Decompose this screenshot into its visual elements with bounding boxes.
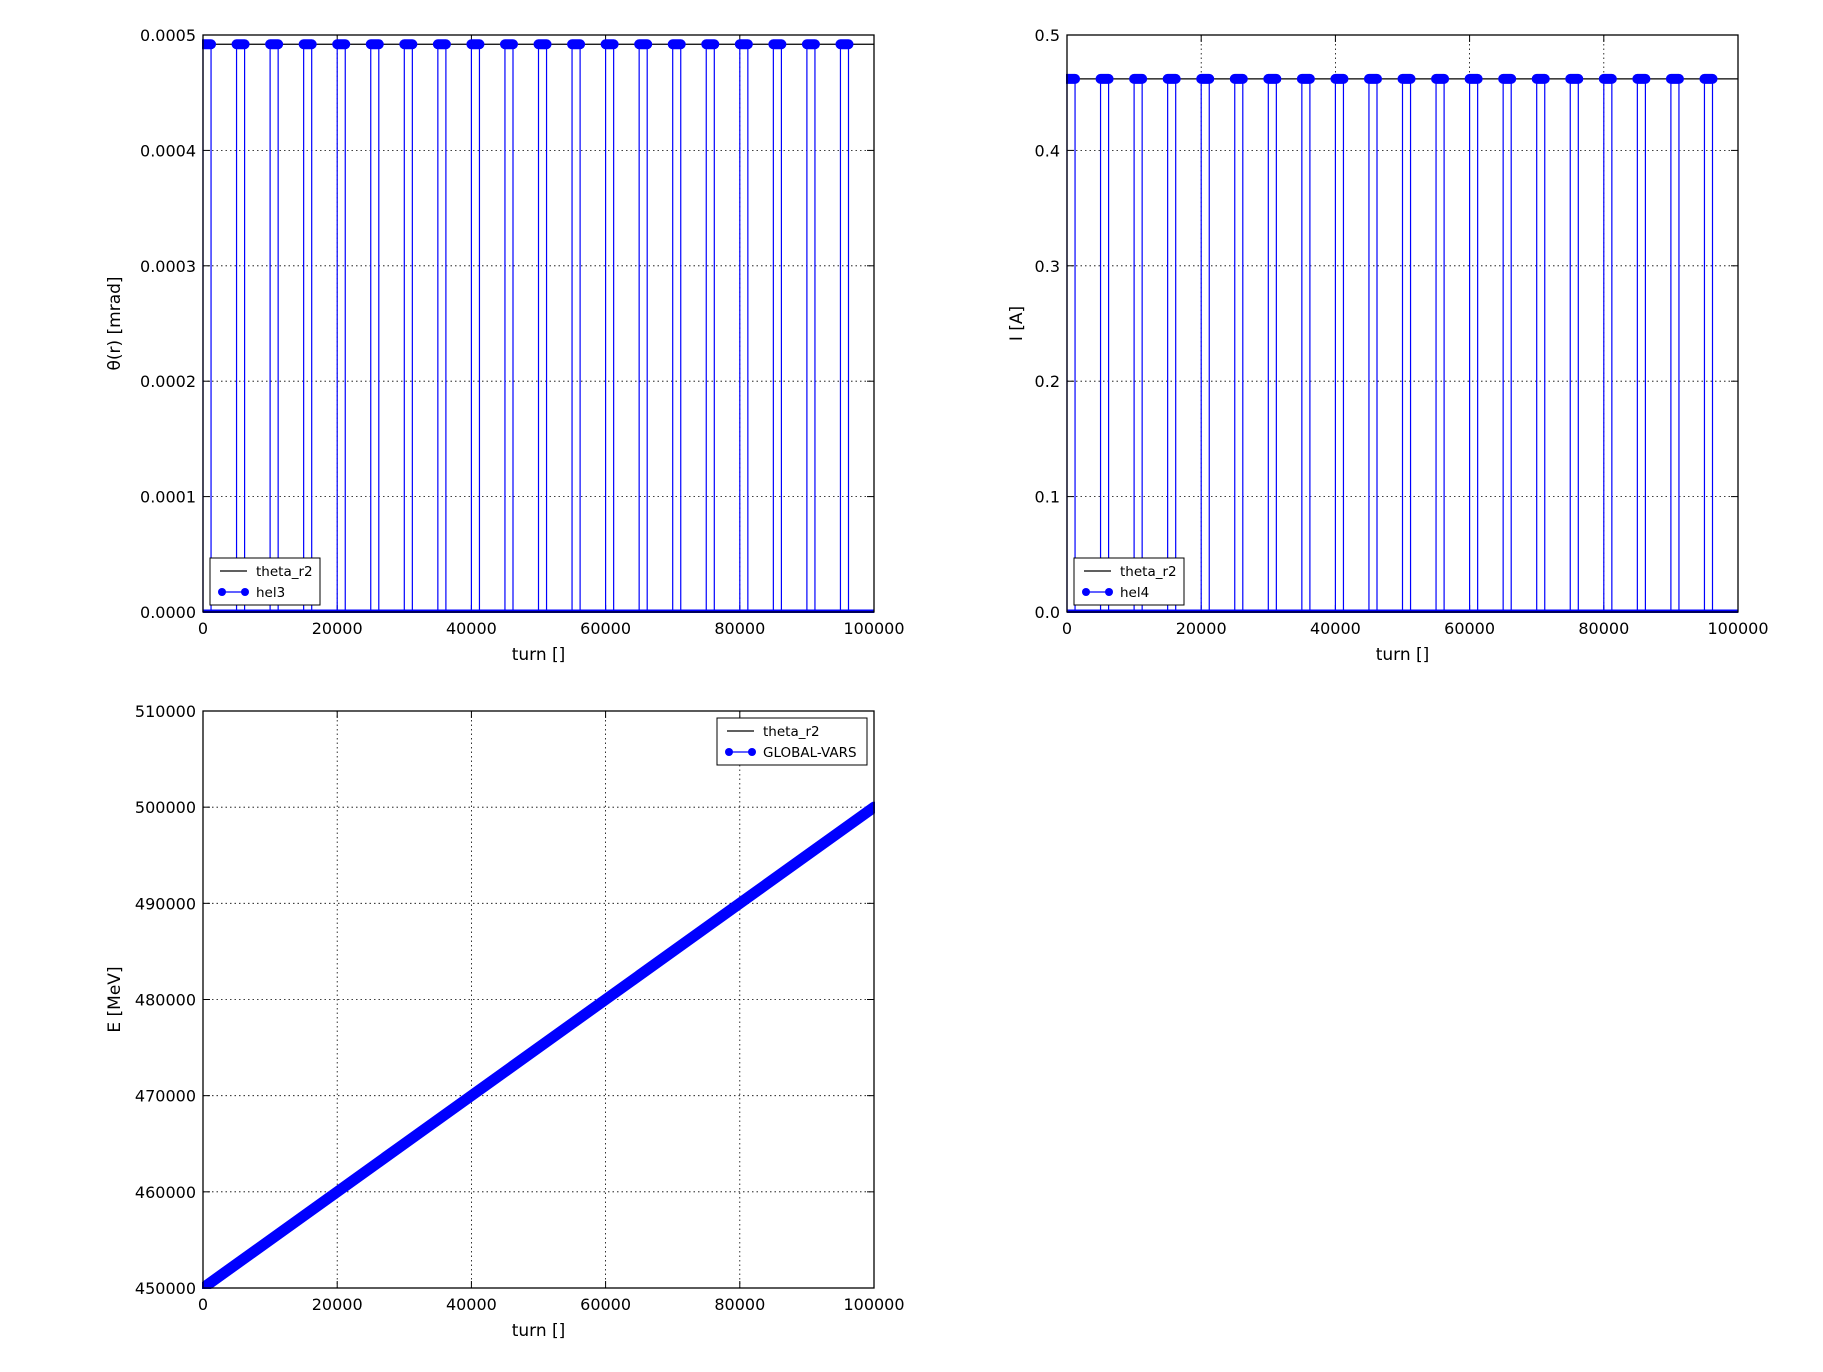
x-tick-label: 20000 [312, 619, 363, 638]
y-axis-label: I [A] [1007, 306, 1027, 341]
chart-3: 0 20000 40000 60000 80000 100000 450000 460000 4… [105, 702, 905, 1341]
x-tick-label: 20000 [312, 1295, 363, 1314]
y-tick-label: 0.0000 [140, 603, 196, 622]
y-tick-label: 500000 [135, 798, 196, 817]
y-tick-label: 0.2 [1035, 372, 1060, 391]
y-tick-label: 0.5 [1035, 26, 1060, 45]
legend-entry: theta_r2 [256, 564, 313, 580]
legend-entry: hel3 [256, 585, 285, 601]
plot-area [202, 801, 875, 1289]
y-axis-label: E [MeV] [105, 966, 125, 1032]
x-tick-label: 60000 [580, 619, 631, 638]
y-tick-label: 0.0002 [140, 372, 196, 391]
y-tick-label: 460000 [135, 1183, 196, 1202]
x-tick-label: 0 [198, 619, 208, 638]
legend-entry: theta_r2 [763, 724, 820, 740]
y-tick-label: 0.0001 [140, 488, 196, 507]
legend-entry: theta_r2 [1120, 564, 1177, 580]
axes-frame [202, 710, 875, 1289]
legend-box [1073, 557, 1185, 606]
y-tick-label: 0.4 [1035, 141, 1060, 160]
y-axis-label: θ(r) [mrad] [105, 276, 125, 370]
x-tick-label: 20000 [1176, 619, 1227, 638]
x-tick-label: 40000 [1310, 619, 1361, 638]
x-axis-label: turn [] [1376, 645, 1430, 665]
y-tick-label: 470000 [135, 1087, 196, 1106]
legend-entry: GLOBAL-VARS [763, 745, 857, 761]
y-tick-label: 0.0003 [140, 257, 196, 276]
x-tick-label: 40000 [446, 1295, 497, 1314]
y-tick-label: 0.0004 [140, 141, 196, 160]
x-tick-label: 100000 [843, 1295, 904, 1314]
y-tick-label: 0.0 [1035, 603, 1060, 622]
legend: theta_r2 hel4 [1073, 557, 1185, 606]
chart-2: 0 20000 40000 60000 80000 100000 0.0 0.1 0.2 0.3 0… [1007, 26, 1769, 665]
series-marker-band-1 [202, 801, 875, 1289]
x-axis-label: turn [] [512, 1321, 566, 1341]
y-tick-label: 0.0005 [140, 26, 196, 45]
x-tick-label: 0 [198, 1295, 208, 1314]
y-tick-label: 0.1 [1035, 488, 1060, 507]
axes-frame [202, 34, 875, 613]
y-tick-label: 490000 [135, 894, 196, 913]
legend: theta_r2 GLOBAL-VARS [716, 717, 868, 766]
legend-swatch-marker [725, 748, 733, 756]
y-tick-label: 450000 [135, 1279, 196, 1298]
x-tick-label: 60000 [580, 1295, 631, 1314]
x-tick-label: 100000 [843, 619, 904, 638]
x-tick-label: 0 [1062, 619, 1072, 638]
x-tick-label: 80000 [714, 1295, 765, 1314]
legend-box [716, 717, 868, 766]
plot-area [202, 39, 874, 613]
legend-swatch-marker [1082, 588, 1090, 596]
plot-area [1066, 73, 1738, 613]
series-line-1 [202, 43, 874, 613]
legend-swatch-marker [218, 588, 226, 596]
axes-frame [1066, 34, 1739, 613]
x-tick-label: 60000 [1444, 619, 1495, 638]
x-tick-label: 80000 [714, 619, 765, 638]
y-tick-label: 0.3 [1035, 257, 1060, 276]
y-tick-label: 510000 [135, 702, 196, 721]
legend-swatch-marker [1105, 588, 1113, 596]
legend-swatch-marker [748, 748, 756, 756]
legend-box [209, 557, 321, 606]
chart-1: 0 20000 40000 60000 80000 100000 0.0000 0.0001 0… [105, 26, 905, 665]
legend-entry: hel4 [1120, 585, 1149, 601]
x-tick-label: 40000 [446, 619, 497, 638]
y-tick-label: 480000 [135, 991, 196, 1010]
x-axis-label: turn [] [512, 645, 566, 665]
x-tick-label: 100000 [1707, 619, 1768, 638]
x-tick-label: 80000 [1578, 619, 1629, 638]
series-line-1 [1066, 78, 1738, 613]
legend-swatch-marker [241, 588, 249, 596]
legend: theta_r2 hel3 [209, 557, 321, 606]
